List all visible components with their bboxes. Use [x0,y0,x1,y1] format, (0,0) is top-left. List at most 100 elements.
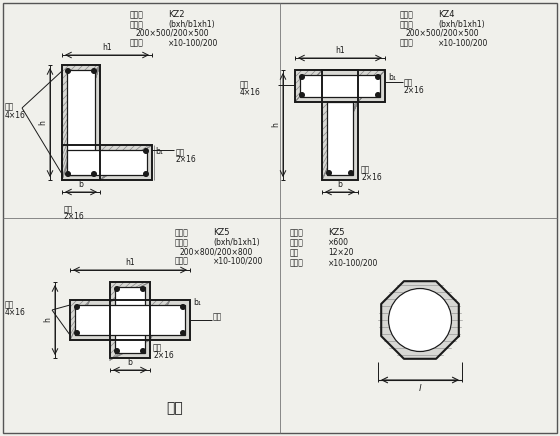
Text: 角筋: 角筋 [240,80,249,89]
Circle shape [376,93,380,97]
Text: h: h [38,120,47,125]
Bar [67,70,95,175]
Text: l: l [419,384,421,393]
Bar [295,70,385,102]
Text: (bxh/b1xh1): (bxh/b1xh1) [213,238,260,247]
Text: b₁: b₁ [155,147,163,156]
Text: 柱箍筋: 柱箍筋 [130,38,144,47]
Text: ×10-100/200: ×10-100/200 [328,258,379,267]
Text: b₁: b₁ [193,298,201,307]
Circle shape [115,349,119,353]
Text: 2×16: 2×16 [153,351,174,360]
Text: b: b [128,358,132,367]
Circle shape [144,149,148,153]
Text: 角筋: 角筋 [213,312,222,321]
Bar [62,145,152,180]
Circle shape [300,75,304,79]
Text: b₁: b₁ [388,73,396,82]
Circle shape [181,305,185,309]
Text: 200×800/200×800: 200×800/200×800 [180,247,253,256]
Text: ×10-100/200: ×10-100/200 [168,38,218,47]
Text: 4×16: 4×16 [5,110,26,119]
Bar [70,300,190,340]
Bar [67,150,147,175]
Bar [295,70,385,102]
Text: 200×500/200×500: 200×500/200×500 [135,29,209,38]
Text: 柱箍筋: 柱箍筋 [290,258,304,267]
Text: KZ2: KZ2 [168,10,184,19]
Text: 图例: 图例 [167,401,183,415]
Text: 2×16: 2×16 [64,212,85,221]
Text: 角筋: 角筋 [5,102,14,112]
Bar [62,65,100,180]
Circle shape [376,75,380,79]
Circle shape [300,93,304,97]
Bar [75,305,185,335]
Text: 柱编号: 柱编号 [175,228,189,237]
Text: 柱箍筋: 柱箍筋 [175,256,189,265]
Circle shape [74,330,80,335]
Bar [110,282,150,358]
Text: b: b [78,180,83,189]
Text: 4×16: 4×16 [240,88,261,97]
Circle shape [349,171,353,175]
Text: 柱箍筋: 柱箍筋 [400,38,414,47]
Bar [62,65,100,180]
Text: 柱编号: 柱编号 [290,228,304,237]
Text: 柱编号: 柱编号 [130,10,144,19]
Text: 柱截面: 柱截面 [175,238,189,247]
Text: (bxh/b1xh1): (bxh/b1xh1) [438,20,484,29]
Text: 200×500/200×500: 200×500/200×500 [405,29,479,38]
Circle shape [115,287,119,291]
Text: ×10-100/200: ×10-100/200 [213,256,263,265]
Bar [115,287,145,353]
Text: h: h [43,317,52,323]
Text: h1: h1 [102,43,112,52]
Bar [110,282,150,358]
Text: h1: h1 [125,258,135,267]
Bar [300,75,380,97]
Bar [327,102,353,175]
Text: (bxh/b1xh1): (bxh/b1xh1) [168,20,214,29]
Text: KZ4: KZ4 [438,10,455,19]
Text: h: h [271,123,280,127]
Circle shape [66,69,71,73]
Text: b: b [338,180,342,189]
Text: 角筋: 角筋 [64,205,73,214]
Text: 柱编号: 柱编号 [400,10,414,19]
Circle shape [141,287,145,291]
Text: 4×16: 4×16 [5,308,26,317]
Text: KZ5: KZ5 [328,228,344,237]
Polygon shape [381,281,459,359]
Circle shape [92,172,96,176]
Text: 柱截面: 柱截面 [130,20,144,29]
Text: ×10-100/200: ×10-100/200 [438,38,488,47]
Text: 2×16: 2×16 [404,86,424,95]
Text: 2×16: 2×16 [361,173,382,182]
Text: ×600: ×600 [328,238,349,247]
Bar [322,70,358,180]
Circle shape [92,69,96,73]
Text: 柱截面: 柱截面 [290,238,304,247]
Text: 角筋: 角筋 [361,165,370,174]
Circle shape [181,330,185,335]
Circle shape [144,172,148,176]
Circle shape [326,171,332,175]
Bar [70,300,190,340]
Circle shape [389,289,451,351]
Text: 12×20: 12×20 [328,248,353,257]
Circle shape [74,305,80,309]
Text: 角筋: 角筋 [5,300,14,309]
Text: h1: h1 [335,46,345,55]
Circle shape [141,349,145,353]
Bar [322,70,358,180]
Circle shape [66,172,71,176]
Text: KZ5: KZ5 [213,228,230,237]
Text: 柱截面: 柱截面 [400,20,414,29]
Text: 角筋: 角筋 [153,343,162,352]
Bar [62,145,152,180]
Text: 角筋: 角筋 [176,148,185,157]
Text: 纵筋: 纵筋 [290,248,299,257]
Text: 2×16: 2×16 [176,155,197,164]
Text: 角筋: 角筋 [404,78,413,87]
